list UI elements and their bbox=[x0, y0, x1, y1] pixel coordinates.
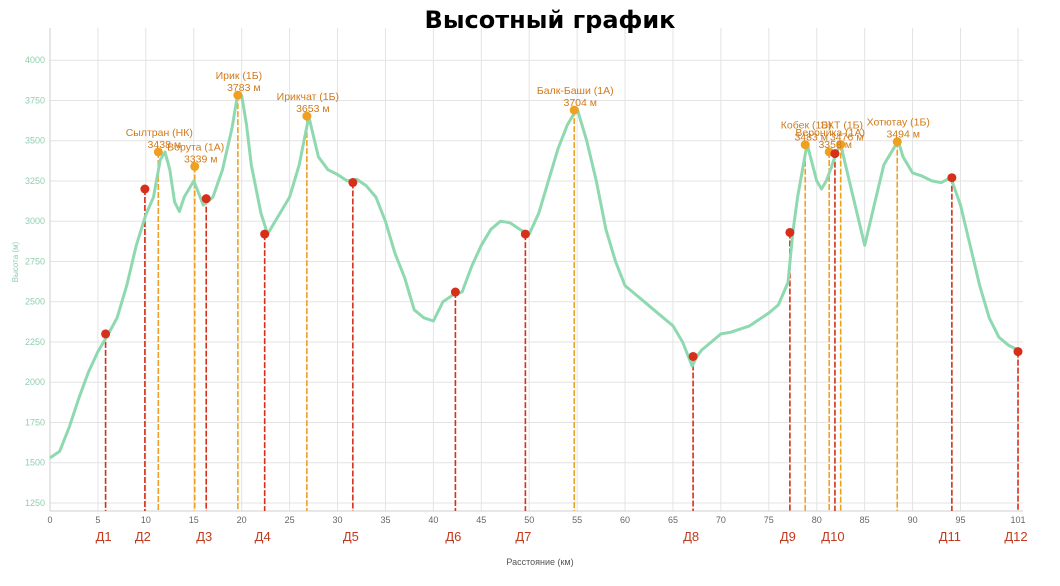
y-tick-label: 2250 bbox=[25, 337, 45, 347]
pass-name-label: Балк-Баши (1А) bbox=[537, 85, 614, 97]
y-tick-label: 2000 bbox=[25, 377, 45, 387]
camp-day-label: Д8 bbox=[683, 529, 699, 544]
pass-elevation-label: 3438 м bbox=[148, 139, 182, 151]
pass-name-label: ЭКТ (1Б) bbox=[820, 120, 863, 132]
x-tick-label: 70 bbox=[716, 515, 726, 525]
camp-day-label: Д10 bbox=[821, 529, 844, 544]
camp-marker bbox=[520, 229, 530, 239]
pass-marker bbox=[836, 140, 846, 150]
x-tick-label: 55 bbox=[572, 515, 582, 525]
pass-name-label: Ирикчат (1Б) bbox=[277, 91, 339, 103]
grid-layer bbox=[49, 28, 1023, 511]
camp-day-label: Д4 bbox=[255, 529, 271, 544]
x-tick-label: 85 bbox=[860, 515, 870, 525]
x-tick-label: 65 bbox=[668, 515, 678, 525]
x-tick-label: 0 bbox=[47, 515, 52, 525]
drop-lines-layer bbox=[104, 95, 1019, 511]
pass-elevation-label: 3483 м bbox=[794, 132, 828, 144]
pass-marker bbox=[892, 137, 902, 147]
pass-name-label: Хотютау (1Б) bbox=[867, 117, 930, 129]
pass-name-label: Кобек (1Б) bbox=[781, 120, 832, 132]
camp-day-label: Д7 bbox=[515, 529, 531, 544]
x-tick-label: 35 bbox=[380, 515, 390, 525]
elevation-profile-line bbox=[49, 94, 1019, 460]
camp-marker bbox=[785, 227, 795, 237]
y-tick-label: 3750 bbox=[25, 95, 45, 105]
camp-marker bbox=[201, 194, 211, 204]
camp-marker bbox=[947, 173, 957, 183]
x-tick-label: 45 bbox=[476, 515, 486, 525]
x-tick-label: 40 bbox=[428, 515, 438, 525]
y-tick-label: 2750 bbox=[25, 256, 45, 266]
pass-name-label: Сылтран (НК) bbox=[126, 127, 193, 139]
markers-layer bbox=[101, 90, 1023, 361]
camp-marker bbox=[450, 287, 460, 297]
x-tick-label: 75 bbox=[764, 515, 774, 525]
pass-elevation-label: 3476 м bbox=[830, 132, 864, 144]
pass-elevation-label: 3339 м bbox=[184, 153, 218, 165]
x-tick-label: 95 bbox=[955, 515, 965, 525]
camp-marker bbox=[1013, 347, 1023, 357]
pass-name-label: Ирик (1Б) bbox=[216, 70, 263, 82]
pass-elevation-label: 3358 м bbox=[818, 139, 852, 151]
y-tick-label: 1500 bbox=[25, 458, 45, 468]
chart-title: Высотный график bbox=[424, 6, 676, 34]
x-tick-label: 50 bbox=[524, 515, 534, 525]
y-tick-label: 3000 bbox=[25, 216, 45, 226]
x-tick-label: 30 bbox=[333, 515, 343, 525]
camp-day-label: Д6 bbox=[445, 529, 461, 544]
x-tick-label: 101 bbox=[1010, 515, 1025, 525]
pass-marker bbox=[800, 140, 810, 150]
camp-day-label: Д3 bbox=[196, 529, 212, 544]
pass-elevation-label: 3704 м bbox=[564, 97, 598, 109]
x-axis-title: Расстояние (км) bbox=[506, 557, 573, 567]
axis-layer: 1250 1500 1750 2000 2250 2500 2750 3000 3250 3500… bbox=[25, 28, 1026, 525]
pass-marker bbox=[569, 105, 579, 115]
x-tick-label: 15 bbox=[189, 515, 199, 525]
camp-day-label: Д11 bbox=[939, 529, 961, 544]
x-tick-label: 25 bbox=[285, 515, 295, 525]
camp-day-label: Д1 bbox=[96, 529, 112, 544]
y-axis-title: Высота (м) bbox=[11, 241, 20, 282]
pass-elevation-label: 3783 м bbox=[227, 82, 261, 94]
camp-marker bbox=[260, 229, 270, 239]
x-tick-label: 90 bbox=[908, 515, 918, 525]
x-tick-label: 10 bbox=[141, 515, 151, 525]
camp-marker bbox=[830, 149, 840, 159]
x-tick-label: 80 bbox=[812, 515, 822, 525]
x-tick-label: 60 bbox=[620, 515, 630, 525]
camp-marker bbox=[688, 351, 698, 361]
x-tick-label: 5 bbox=[95, 515, 100, 525]
camp-day-label: Д12 bbox=[1004, 529, 1027, 544]
pass-marker bbox=[153, 147, 163, 157]
pass-marker bbox=[233, 90, 243, 100]
pass-elevation-label: 3653 м bbox=[296, 103, 330, 115]
pass-elevation-label: 3494 м bbox=[886, 129, 920, 141]
x-tick-label: 20 bbox=[237, 515, 247, 525]
y-tick-label: 3250 bbox=[25, 176, 45, 186]
camp-marker bbox=[101, 329, 111, 339]
camp-day-label: Д9 bbox=[780, 529, 796, 544]
camp-marker bbox=[140, 184, 150, 194]
camp-marker bbox=[348, 178, 358, 188]
y-tick-label: 1250 bbox=[25, 498, 45, 508]
camp-day-label: Д5 bbox=[343, 529, 359, 544]
pass-marker bbox=[302, 111, 312, 121]
y-tick-label: 1750 bbox=[25, 417, 45, 427]
y-tick-label: 3500 bbox=[25, 136, 45, 146]
pass-marker bbox=[190, 161, 200, 171]
y-tick-label: 2500 bbox=[25, 297, 45, 307]
y-tick-label: 4000 bbox=[25, 55, 45, 65]
camp-day-label: Д2 bbox=[135, 529, 151, 544]
pass-name-label: Ворута (1А) bbox=[167, 141, 224, 153]
pass-name-label: Вероника (1А) bbox=[795, 127, 865, 139]
